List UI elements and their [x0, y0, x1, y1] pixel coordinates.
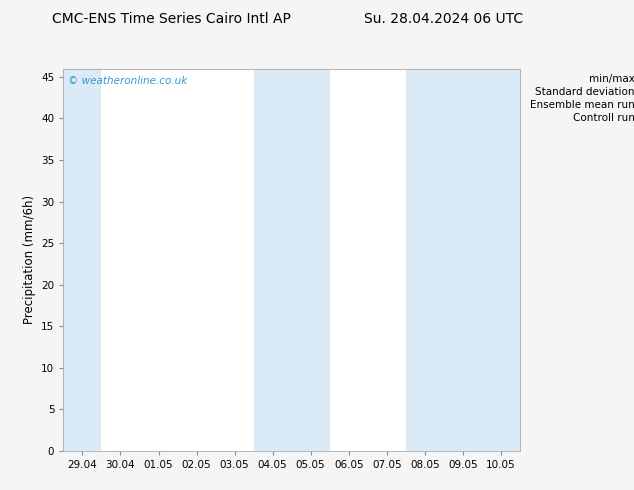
Bar: [406, 69, 444, 451]
Bar: [444, 69, 482, 451]
Bar: [254, 69, 292, 451]
Text: CMC-ENS Time Series Cairo Intl AP: CMC-ENS Time Series Cairo Intl AP: [52, 12, 290, 26]
Y-axis label: Precipitation (mm/6h): Precipitation (mm/6h): [23, 195, 36, 324]
Legend: min/max, Standard deviation, Ensemble mean run, Controll run: min/max, Standard deviation, Ensemble me…: [529, 74, 634, 123]
Bar: [482, 69, 520, 451]
Text: Su. 28.04.2024 06 UTC: Su. 28.04.2024 06 UTC: [365, 12, 523, 26]
Text: © weatheronline.co.uk: © weatheronline.co.uk: [68, 76, 187, 86]
Bar: [292, 69, 330, 451]
Bar: [63, 69, 101, 451]
